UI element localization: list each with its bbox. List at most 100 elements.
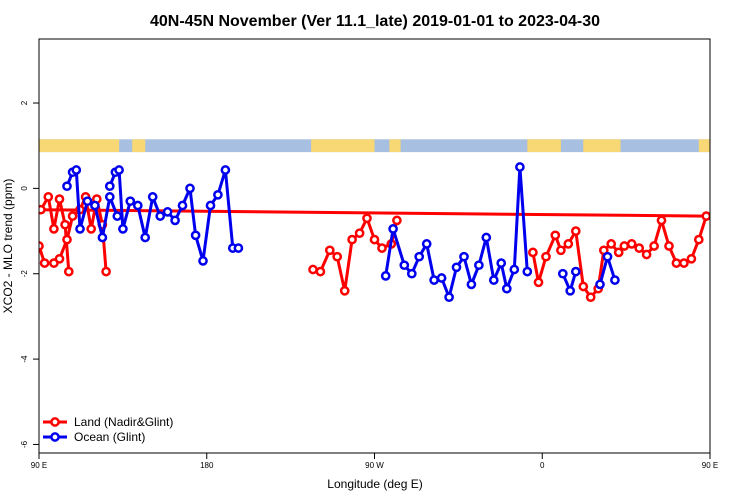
ocean-point	[140, 232, 151, 243]
ocean-point	[557, 268, 568, 279]
land-point	[671, 258, 682, 268]
y-tick-label: 2	[20, 100, 29, 105]
land-point	[39, 204, 46, 215]
land-point	[377, 243, 387, 253]
ocean-point	[474, 260, 484, 271]
ocean-point	[104, 192, 115, 202]
ocean-point	[190, 230, 201, 241]
ocean-point	[436, 273, 447, 283]
ocean-point	[205, 200, 216, 211]
ocean-point	[496, 258, 507, 268]
ocean-point	[421, 239, 432, 249]
strip-land	[311, 139, 375, 153]
land-point	[693, 234, 704, 245]
ocean-point	[90, 200, 100, 211]
land-point	[62, 234, 72, 245]
ocean-point	[515, 162, 525, 172]
strip-land	[139, 139, 146, 153]
legend-land-marker	[50, 417, 60, 427]
ocean-point	[429, 275, 439, 285]
land-point	[339, 285, 350, 296]
land-point	[39, 258, 50, 268]
ocean-point	[399, 260, 410, 271]
land-point	[634, 243, 645, 253]
series-layer	[39, 162, 710, 303]
legend: Land (Nadir&Glint)Ocean (Glint)	[43, 415, 173, 444]
ocean-point	[177, 200, 188, 211]
land-point	[324, 245, 335, 256]
land-point	[354, 228, 365, 239]
ocean-point	[82, 196, 93, 207]
x-tick-label: 90 E	[702, 461, 718, 470]
legend-land-label: Land (Nadir&Glint)	[74, 415, 173, 429]
ocean-point	[75, 224, 85, 234]
land-point	[656, 215, 667, 226]
strip-land	[132, 139, 142, 153]
x-tick-label: 90 E	[31, 461, 47, 470]
land-point	[701, 211, 710, 221]
land-point	[332, 251, 343, 262]
ocean-point	[118, 224, 128, 234]
land-point	[556, 245, 566, 256]
ocean-point	[125, 196, 136, 207]
land-point	[619, 241, 630, 251]
land-point	[347, 234, 357, 245]
land-point	[369, 234, 380, 245]
land-point	[606, 239, 617, 249]
x-tick-label: 0	[540, 461, 545, 470]
ocean-point	[501, 283, 512, 294]
strip-land	[389, 139, 401, 153]
ocean-point	[132, 200, 143, 211]
ocean-point	[198, 256, 208, 266]
land-point	[362, 213, 372, 224]
land-point	[54, 194, 65, 204]
ocean-point	[602, 251, 613, 262]
land-point	[67, 211, 78, 221]
land-point	[54, 253, 65, 264]
land-point	[578, 281, 589, 292]
ocean-point	[466, 279, 477, 290]
ocean-point	[155, 211, 166, 221]
land-point	[49, 224, 59, 234]
ocean-point	[610, 275, 620, 285]
x-axis-title: Longitude (deg E)	[327, 477, 422, 491]
land-point	[392, 215, 402, 226]
ocean-point	[481, 232, 492, 243]
legend-ocean-marker	[50, 432, 60, 442]
strip-land	[583, 139, 621, 153]
land-point	[585, 292, 596, 303]
ocean-point	[185, 183, 195, 194]
ocean-point	[522, 266, 533, 277]
land-point	[86, 224, 97, 234]
strip-land	[698, 139, 710, 153]
land-point	[641, 249, 652, 260]
y-tick-label: -2	[20, 270, 29, 278]
ocean-point	[213, 189, 223, 200]
land-point	[63, 266, 74, 277]
land-point	[101, 266, 111, 277]
ocean-point	[388, 224, 398, 234]
land-point	[613, 247, 624, 258]
land-point	[563, 239, 574, 249]
land-point	[679, 258, 689, 268]
land-point	[43, 192, 54, 202]
ocean-point	[444, 292, 454, 303]
land-point	[649, 241, 659, 251]
land-point	[533, 277, 544, 288]
ocean-point	[71, 165, 82, 175]
y-tick-label: 0	[20, 186, 29, 191]
y-axis-title: XCO2 - MLO trend (ppm)	[1, 179, 15, 314]
ocean-point	[565, 285, 576, 296]
land-point	[315, 266, 326, 277]
ocean-point	[459, 251, 469, 262]
legend-ocean-label: Ocean (Glint)	[74, 430, 145, 444]
land-point	[570, 226, 581, 236]
land-point	[626, 239, 637, 249]
ocean-point	[162, 207, 173, 217]
x-axis: 90 E 180 90 W 0 90 E	[31, 453, 718, 470]
ocean-point	[509, 264, 520, 275]
ocean-point	[62, 181, 72, 192]
ocean-point	[233, 243, 244, 253]
ocean-point	[147, 192, 158, 202]
